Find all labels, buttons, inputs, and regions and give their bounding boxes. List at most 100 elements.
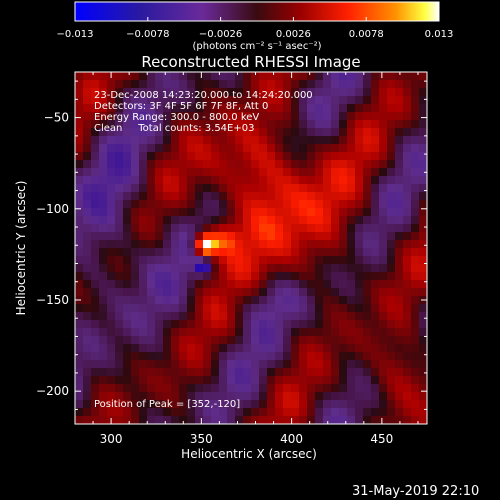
heatmap-cell — [275, 72, 283, 80]
heatmap-cell — [219, 184, 227, 192]
heatmap-cell — [419, 336, 427, 344]
heatmap-cell — [299, 360, 307, 368]
heatmap-cell — [163, 296, 171, 304]
heatmap-cell — [331, 280, 339, 288]
heatmap-cell — [235, 328, 243, 336]
heatmap-cell — [195, 312, 203, 320]
heatmap-cell — [107, 376, 115, 384]
heatmap-cell — [91, 200, 99, 208]
heatmap-cell — [267, 384, 275, 392]
heatmap-cell — [331, 96, 339, 104]
heatmap-cell — [419, 88, 427, 96]
heatmap-cell — [83, 96, 91, 104]
heatmap-cell — [339, 344, 347, 352]
heatmap-cell — [107, 360, 115, 368]
heatmap-cell — [379, 248, 387, 256]
heatmap-cell — [251, 312, 259, 320]
heatmap-cell — [203, 112, 211, 120]
x-tick-label: 350 — [190, 432, 213, 446]
heatmap-cell — [163, 304, 171, 312]
heatmap-cell — [363, 192, 371, 200]
heatmap-cell — [403, 176, 411, 184]
heatmap-cell — [291, 328, 299, 336]
heatmap-cell — [235, 192, 243, 200]
heatmap-cell — [107, 264, 115, 272]
heatmap-cell — [115, 72, 123, 80]
heatmap-cell — [379, 128, 387, 136]
heatmap-cell — [323, 152, 331, 160]
heatmap-cell — [275, 384, 283, 392]
heatmap-cell — [355, 200, 363, 208]
heatmap-cell — [275, 120, 283, 128]
chart-title: Reconstructed RHESSI Image — [141, 53, 360, 71]
heatmap-cell — [379, 288, 387, 296]
heatmap-cell — [411, 224, 419, 232]
heatmap-cell — [419, 112, 427, 120]
heatmap-cell — [323, 416, 331, 424]
heatmap-cell — [227, 400, 235, 408]
heatmap-cell — [211, 200, 219, 208]
heatmap-cell — [187, 200, 195, 208]
heatmap-cell — [83, 128, 91, 136]
heatmap-cell — [179, 376, 187, 384]
heatmap-cell — [411, 248, 419, 256]
heatmap-cell — [91, 384, 99, 392]
heatmap-cell — [307, 416, 315, 424]
heatmap-cell — [91, 168, 99, 176]
heatmap-cell — [283, 176, 291, 184]
heatmap-cell — [387, 400, 395, 408]
heatmap-cell — [147, 296, 155, 304]
heatmap-cell — [387, 344, 395, 352]
heatmap-cell — [323, 232, 331, 240]
heatmap-cell — [243, 128, 251, 136]
heatmap-cell — [115, 328, 123, 336]
heatmap-cell — [323, 272, 331, 280]
heatmap-cell — [179, 200, 187, 208]
heatmap-cell — [323, 176, 331, 184]
heatmap-cell — [411, 168, 419, 176]
heatmap-cell — [179, 136, 187, 144]
heatmap-cell — [403, 304, 411, 312]
heatmap-cell — [291, 80, 299, 88]
heatmap-cell — [139, 128, 147, 136]
heatmap-cell — [203, 320, 211, 328]
heatmap-cell — [275, 280, 283, 288]
heatmap-cell — [227, 408, 235, 416]
heatmap-cell — [227, 336, 235, 344]
heatmap-cell — [363, 368, 371, 376]
heatmap-cell — [299, 376, 307, 384]
heatmap-cell — [123, 192, 131, 200]
heatmap-cell — [307, 408, 315, 416]
heatmap-cell — [379, 368, 387, 376]
heatmap-cell — [267, 176, 275, 184]
heatmap-cell — [323, 296, 331, 304]
heatmap-cell — [307, 96, 315, 104]
heatmap-cell — [419, 232, 427, 240]
heatmap-cell — [387, 112, 395, 120]
heatmap-cell — [371, 144, 379, 152]
heatmap-cell — [235, 240, 243, 248]
heatmap-cell — [259, 296, 267, 304]
heatmap-cell — [187, 288, 195, 296]
heatmap-cell — [235, 352, 243, 360]
heatmap-cell — [291, 320, 299, 328]
heatmap-cell — [251, 88, 259, 96]
heatmap-cell — [331, 200, 339, 208]
heatmap-cell — [291, 416, 299, 424]
heatmap-cell — [147, 120, 155, 128]
heatmap-cell — [115, 416, 123, 424]
heatmap-cell — [403, 96, 411, 104]
heatmap-cell — [243, 248, 251, 256]
heatmap-cell — [395, 136, 403, 144]
heatmap-cell — [187, 192, 195, 200]
heatmap-cell — [147, 216, 155, 224]
heatmap-cell — [195, 88, 203, 96]
heatmap-cell — [91, 400, 99, 408]
heatmap-cell — [251, 256, 259, 264]
heatmap-cell — [267, 88, 275, 96]
heatmap-cell — [243, 368, 251, 376]
heatmap-cell — [363, 160, 371, 168]
heatmap-cell — [403, 248, 411, 256]
heatmap-cell — [91, 232, 99, 240]
heatmap-cell — [419, 160, 427, 168]
